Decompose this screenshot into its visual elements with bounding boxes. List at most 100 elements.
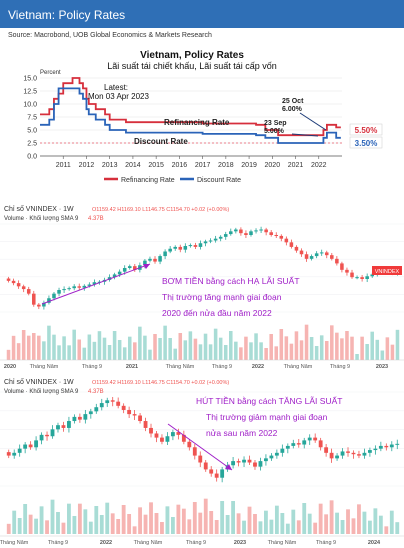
volume-bar bbox=[154, 513, 159, 534]
volume-bar bbox=[242, 520, 246, 534]
candle-body bbox=[330, 255, 334, 259]
volume-bar bbox=[107, 345, 112, 360]
candle-body bbox=[83, 414, 88, 420]
volume-bar bbox=[153, 334, 157, 360]
policy-x-tick: 2014 bbox=[125, 162, 141, 169]
candle-body bbox=[296, 443, 301, 445]
candle-body bbox=[239, 229, 243, 234]
volume-bar bbox=[183, 340, 188, 360]
series-line-refinancing-rate bbox=[40, 77, 341, 137]
vn1-trend-arrow bbox=[41, 263, 151, 305]
candle-body bbox=[324, 447, 329, 453]
vn2-ohlc: O1159.42 H1169.10 L1146.75 C1154.70 +0.0… bbox=[92, 380, 229, 386]
candle-body bbox=[254, 230, 258, 232]
policy-y-tick: 0.0 bbox=[27, 154, 37, 161]
sep-annotation-date: 23 Sep bbox=[264, 120, 287, 127]
candle-body bbox=[318, 440, 323, 448]
candle-body bbox=[50, 429, 55, 437]
candle-body bbox=[335, 455, 339, 459]
volume-bar bbox=[87, 334, 92, 360]
time-axis-tick: 2022 bbox=[100, 540, 112, 546]
candle-body bbox=[218, 236, 223, 239]
candle-body bbox=[229, 231, 233, 235]
candle-body bbox=[340, 263, 344, 270]
end-disc-box bbox=[349, 136, 383, 149]
time-axis-tick: 2023 bbox=[376, 364, 388, 370]
volume-bar bbox=[82, 347, 87, 360]
volume-bar bbox=[158, 338, 162, 360]
candle-body bbox=[284, 238, 289, 243]
sep-annotation-value: 5.00% bbox=[264, 128, 285, 135]
candle-body bbox=[28, 444, 33, 448]
candle-body bbox=[340, 451, 345, 456]
candle-body bbox=[112, 274, 117, 278]
candle-body bbox=[285, 445, 290, 449]
volume-bar bbox=[187, 519, 192, 534]
candle-body bbox=[314, 253, 319, 257]
candle-body bbox=[234, 229, 238, 232]
volume-bar bbox=[340, 338, 344, 360]
series-line-discount-rate bbox=[40, 87, 341, 144]
volume-bar bbox=[289, 343, 294, 360]
time-axis-tick: Tháng 9 bbox=[330, 364, 350, 370]
volume-bar bbox=[45, 520, 49, 534]
time-axis-tick: Tháng Năm bbox=[30, 364, 59, 370]
policy-x-tick: 2022 bbox=[311, 162, 327, 169]
candle-body bbox=[192, 447, 197, 456]
volume-bar bbox=[345, 331, 349, 360]
candle-body bbox=[203, 462, 208, 470]
volume-bar bbox=[309, 337, 314, 360]
volume-bar bbox=[280, 513, 285, 534]
oct-arrow bbox=[299, 112, 327, 131]
candle-body bbox=[299, 250, 304, 255]
candle-body bbox=[259, 229, 263, 231]
volume-bar bbox=[214, 520, 219, 534]
time-axis-tick: 2021 bbox=[126, 364, 138, 370]
policy-y-tick: 10.0 bbox=[23, 102, 37, 109]
candle-body bbox=[6, 452, 11, 456]
volume-bar bbox=[62, 336, 66, 360]
vn1-price-badge bbox=[372, 266, 402, 275]
volume-bar bbox=[34, 518, 39, 534]
volume-bar bbox=[203, 333, 208, 360]
policy-x-tick: 2011 bbox=[56, 162, 71, 169]
candle-body bbox=[143, 421, 148, 428]
volume-bar bbox=[112, 331, 117, 360]
vn2-note-2: Thị trường giảm mạnh giai đoạn bbox=[206, 412, 328, 422]
candle-body bbox=[187, 441, 192, 448]
volume-bar bbox=[99, 515, 104, 534]
volume-bar bbox=[395, 522, 400, 534]
policy-y-tick: 7.5 bbox=[27, 115, 37, 122]
disc-annotation: Discount Rate bbox=[134, 137, 188, 146]
volume-bar bbox=[373, 508, 378, 534]
candle-body bbox=[77, 286, 82, 288]
volume-bar bbox=[284, 336, 289, 360]
candle-body bbox=[138, 415, 142, 422]
candle-body bbox=[148, 258, 152, 261]
candle-body bbox=[160, 437, 164, 442]
volume-bar bbox=[318, 503, 323, 534]
candle-body bbox=[6, 278, 11, 281]
candle-body bbox=[39, 434, 44, 441]
policy-y-tick: 2.5 bbox=[27, 141, 37, 148]
time-axis-tick: Tháng Năm bbox=[268, 540, 297, 546]
volume-bar bbox=[42, 341, 46, 360]
volume-bar bbox=[127, 336, 132, 360]
volume-bar bbox=[269, 334, 273, 360]
volume-bar bbox=[236, 513, 241, 534]
candle-body bbox=[67, 288, 71, 290]
candle-body bbox=[313, 437, 318, 441]
candle-body bbox=[105, 400, 110, 404]
candle-body bbox=[269, 455, 274, 459]
candle-body bbox=[72, 416, 77, 422]
policy-chart-title: Vietnam, Policy Rates bbox=[140, 50, 244, 61]
candle-body bbox=[373, 448, 378, 451]
time-axis-tick: 2024 bbox=[368, 540, 381, 546]
volume-bar bbox=[258, 521, 263, 534]
candle-body bbox=[209, 469, 214, 474]
volume-bar bbox=[335, 332, 339, 360]
candle-body bbox=[176, 432, 181, 435]
candle-body bbox=[355, 277, 359, 279]
volume-bar bbox=[165, 506, 170, 534]
volume-bar bbox=[132, 526, 137, 534]
